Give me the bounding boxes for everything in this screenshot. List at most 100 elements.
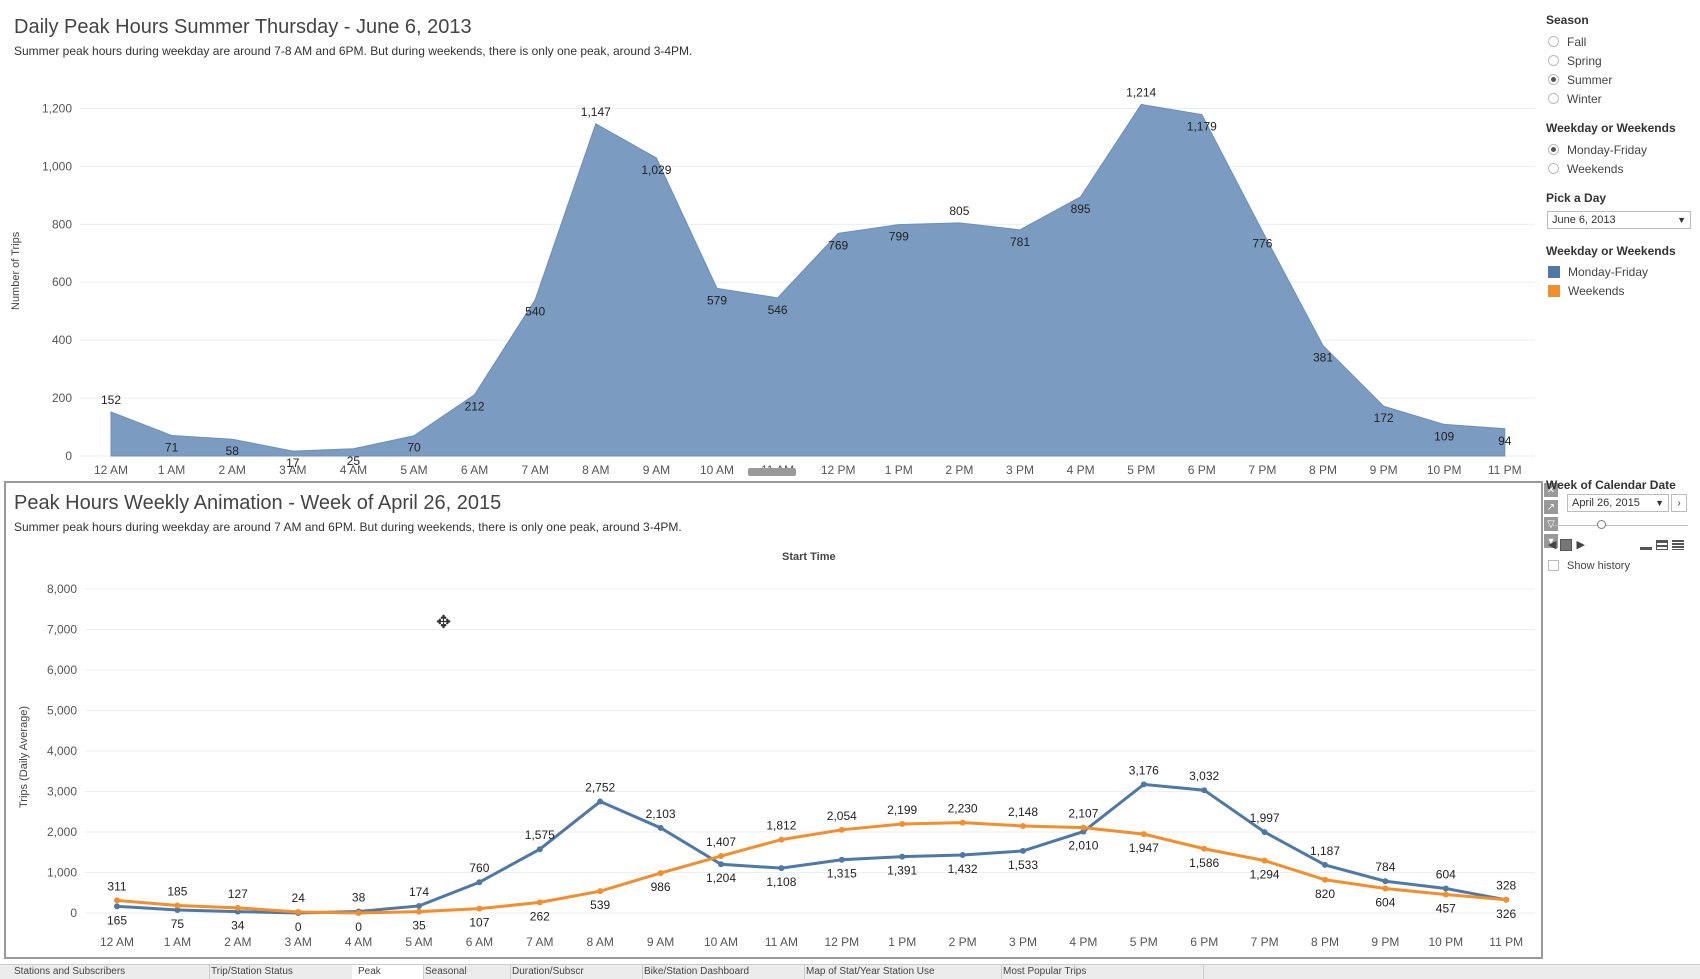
season-option-summer[interactable]: Summer	[1548, 70, 1612, 89]
sheet-tab[interactable]: Stations and Subscribers	[8, 965, 210, 979]
data-point[interactable]	[1261, 829, 1268, 836]
sheet-tab[interactable]: Seasonal	[419, 965, 511, 979]
data-point[interactable]	[778, 865, 785, 872]
data-label: 540	[525, 305, 545, 319]
area-series-monday-friday[interactable]	[110, 103, 1506, 457]
season-option-fall[interactable]: Fall	[1548, 32, 1612, 51]
data-point[interactable]	[1322, 861, 1328, 868]
x-tick-label: 4 AM	[340, 463, 367, 477]
data-point[interactable]	[1442, 891, 1449, 898]
data-label: 769	[828, 238, 848, 252]
data-point[interactable]	[416, 908, 422, 915]
data-point[interactable]	[1322, 876, 1328, 883]
speed-fast-icon[interactable]	[1672, 540, 1684, 550]
data-point[interactable]	[778, 836, 785, 843]
data-point[interactable]	[536, 846, 543, 853]
data-point[interactable]	[174, 902, 181, 909]
bottom-chart-subtitle: Summer peak hours during weekday are aro…	[14, 520, 682, 534]
line-series-monday-friday[interactable]	[116, 782, 1507, 915]
data-point[interactable]	[1503, 896, 1510, 903]
week-dropdown[interactable]: April 26, 2015 ▼	[1567, 494, 1669, 512]
weekday-filter-header: Weekday or Weekends	[1546, 121, 1676, 135]
data-point[interactable]	[657, 870, 664, 877]
data-point[interactable]	[174, 906, 181, 913]
weekday-option-weekends[interactable]: Weekends	[1548, 159, 1647, 178]
x-tick-label: 3 AM	[285, 935, 312, 949]
data-point[interactable]	[416, 902, 422, 909]
weekday-option-monday-friday[interactable]: Monday-Friday	[1548, 140, 1647, 159]
pane-resize-handle[interactable]	[748, 468, 796, 476]
data-point[interactable]	[114, 897, 120, 904]
data-point[interactable]	[234, 904, 241, 911]
season-option-winter[interactable]: Winter	[1548, 89, 1612, 108]
play-forward-icon[interactable]: ▶	[1576, 539, 1585, 551]
filter-icon[interactable]: ▽	[1544, 517, 1558, 531]
x-tick-label: 1 AM	[164, 935, 191, 949]
sheet-tab[interactable]: Bike/Station Dashboard	[638, 965, 805, 979]
data-point[interactable]	[959, 819, 966, 826]
data-label: 604	[1375, 896, 1395, 910]
radio-icon	[1548, 93, 1559, 104]
show-history-checkbox[interactable]: Show history	[1548, 556, 1630, 575]
week-slider-handle[interactable]	[1597, 520, 1606, 529]
x-tick-label: 7 AM	[522, 463, 549, 477]
legend-item-monday-friday[interactable]: Monday-Friday	[1548, 262, 1648, 281]
bottom-pane-frame[interactable]	[4, 481, 1543, 959]
legend-swatch	[1548, 284, 1560, 297]
data-label: 311	[107, 879, 126, 893]
data-point[interactable]	[1382, 878, 1389, 885]
data-label: 820	[1315, 887, 1335, 901]
season-option-spring[interactable]: Spring	[1548, 51, 1612, 70]
sheet-tab[interactable]: Peak	[352, 965, 424, 979]
y-tick-label: 200	[52, 391, 72, 405]
line-series-weekends[interactable]	[116, 821, 1507, 915]
data-point[interactable]	[899, 853, 906, 860]
sheet-tab[interactable]: Trip/Station Status	[205, 965, 357, 979]
data-point[interactable]	[476, 905, 483, 912]
data-point[interactable]	[1201, 787, 1208, 794]
close-icon[interactable]: ✕	[1544, 483, 1558, 497]
data-point[interactable]	[1140, 781, 1147, 788]
data-point[interactable]	[1080, 824, 1087, 831]
data-point[interactable]	[1140, 831, 1147, 838]
top-area-chart[interactable]: 0 200 400 600 800 1,000 1,200 12 AM 1 AM 2 AM 3 AM…	[0, 60, 1545, 480]
data-point[interactable]	[838, 856, 845, 863]
data-point[interactable]	[1020, 847, 1026, 854]
data-point[interactable]	[1020, 823, 1026, 830]
bottom-line-chart[interactable]: 0 1,000 2,000 3,000 4,000 5,000 6,000 7,000 8,00…	[0, 570, 1545, 960]
data-point[interactable]	[718, 853, 724, 860]
week-slider-track[interactable]	[1548, 525, 1688, 526]
data-point[interactable]	[114, 903, 120, 910]
more-options-icon[interactable]: ▾	[1544, 534, 1558, 548]
pick-day-dropdown[interactable]: June 6, 2013 ▼	[1547, 211, 1691, 229]
week-next-button[interactable]: ›	[1671, 494, 1687, 512]
data-point[interactable]	[355, 910, 362, 916]
data-point[interactable]	[1201, 845, 1208, 852]
play-backward-icon[interactable]: ◀	[1548, 539, 1557, 551]
data-point[interactable]	[295, 909, 302, 916]
y-tick-label: 0	[65, 449, 72, 463]
sheet-tab[interactable]: Most Popular Trips	[997, 965, 1204, 979]
x-tick-label: 11 AM	[765, 935, 798, 949]
data-point[interactable]	[597, 798, 604, 805]
data-point[interactable]	[597, 888, 604, 895]
legend-item-weekends[interactable]: Weekends	[1548, 281, 1648, 300]
data-point[interactable]	[657, 824, 664, 831]
popout-icon[interactable]: ↗	[1544, 500, 1558, 514]
sheet-tab[interactable]: Map of Stat/Year Station Use	[800, 965, 1002, 979]
data-point[interactable]	[1261, 857, 1268, 864]
data-point[interactable]	[838, 826, 845, 833]
data-point[interactable]	[476, 879, 483, 886]
data-point[interactable]	[899, 820, 906, 827]
sheet-tab[interactable]: Duration/Subscr	[506, 965, 643, 979]
speed-medium-icon[interactable]	[1656, 540, 1668, 550]
data-point[interactable]	[1382, 885, 1389, 892]
data-point[interactable]	[1442, 885, 1449, 892]
stop-icon[interactable]	[1560, 538, 1573, 551]
x-tick-label: 9 PM	[1371, 935, 1399, 949]
data-label: 185	[167, 885, 187, 899]
data-point[interactable]	[536, 899, 543, 906]
speed-slow-icon[interactable]	[1640, 540, 1652, 550]
data-point[interactable]	[718, 861, 724, 868]
data-point[interactable]	[959, 852, 966, 859]
